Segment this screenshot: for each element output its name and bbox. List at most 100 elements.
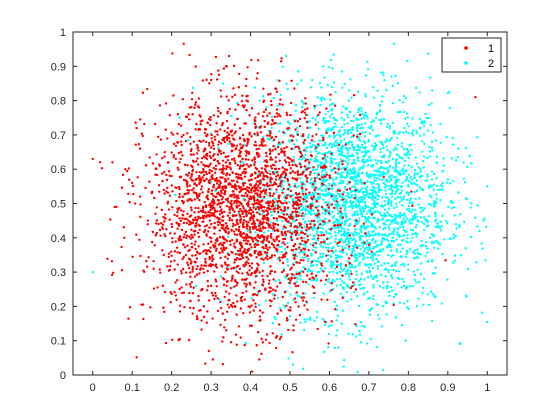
scatter-point (267, 240, 271, 243)
scatter-point (328, 176, 332, 180)
scatter-point (405, 306, 409, 309)
scatter-point (328, 290, 331, 293)
scatter-point (220, 191, 223, 195)
scatter-point (372, 283, 375, 286)
scatter-point (155, 219, 159, 222)
scatter-point (292, 147, 296, 150)
scatter-point (355, 210, 359, 213)
scatter-point (313, 319, 316, 323)
scatter-point (341, 160, 344, 163)
scatter-point (344, 221, 347, 224)
scatter-point (385, 184, 388, 188)
scatter-point (403, 215, 407, 218)
scatter-point (420, 188, 423, 191)
scatter-point (352, 200, 355, 203)
scatter-point (209, 115, 212, 119)
scatter-point (358, 244, 361, 248)
scatter-point (319, 223, 322, 226)
scatter-point (412, 217, 415, 220)
scatter-point (232, 266, 236, 269)
scatter-point (315, 233, 318, 236)
scatter-point (340, 237, 343, 241)
scatter-point (269, 150, 272, 153)
scatter-point (295, 165, 299, 168)
scatter-point (319, 134, 323, 137)
scatter-point (206, 279, 209, 283)
scatter-point (312, 140, 316, 143)
scatter-point (236, 163, 240, 167)
scatter-point (203, 147, 207, 150)
scatter-point (181, 98, 184, 101)
scatter-point (208, 257, 211, 261)
scatter-point (176, 211, 179, 214)
scatter-point (309, 170, 312, 174)
scatter-point (306, 308, 309, 311)
scatter-point (276, 204, 280, 207)
scatter-point (238, 267, 242, 271)
scatter-point (387, 268, 390, 272)
scatter-point (257, 189, 260, 192)
scatter-point (317, 234, 320, 237)
scatter-point (296, 133, 300, 136)
scatter-point (254, 275, 258, 278)
scatter-point (352, 167, 356, 170)
scatter-point (354, 227, 357, 231)
scatter-point (253, 163, 256, 167)
scatter-point (270, 269, 274, 273)
scatter-point (363, 215, 367, 219)
scatter-point (364, 206, 367, 210)
scatter-point (373, 145, 376, 149)
scatter-point (325, 231, 328, 235)
scatter-point (304, 256, 307, 259)
scatter-point (255, 293, 259, 297)
scatter-point (257, 170, 261, 173)
scatter-point (333, 167, 336, 170)
scatter-point (369, 159, 372, 162)
scatter-point (178, 337, 181, 341)
scatter-point (354, 277, 358, 281)
scatter-point (394, 217, 397, 221)
scatter-point (257, 331, 260, 334)
scatter-point (261, 137, 265, 141)
scatter-point (395, 261, 398, 264)
scatter-point (365, 185, 369, 189)
scatter-point (355, 273, 358, 276)
scatter-point (336, 256, 339, 259)
scatter-point (316, 327, 319, 331)
scatter-point (342, 190, 346, 194)
scatter-point (276, 185, 280, 188)
scatter-point (252, 299, 255, 302)
scatter-point (403, 110, 406, 114)
scatter-point (353, 211, 356, 214)
scatter-point (318, 139, 321, 142)
scatter-point (450, 199, 453, 203)
scatter-point (355, 259, 359, 262)
scatter-point (231, 185, 234, 189)
scatter-point (454, 222, 457, 226)
scatter-point (244, 285, 248, 288)
scatter-point (401, 223, 404, 226)
scatter-point (321, 157, 325, 160)
scatter-point (438, 188, 442, 191)
scatter-point (320, 241, 323, 244)
scatter-point (349, 176, 352, 179)
scatter-point (189, 237, 193, 240)
scatter-point (273, 229, 277, 232)
scatter-point (351, 244, 355, 248)
scatter-point (219, 189, 223, 193)
scatter-point (270, 103, 273, 107)
scatter-point (348, 266, 352, 269)
scatter-point (400, 255, 403, 259)
scatter-point (239, 234, 243, 238)
scatter-point (369, 210, 372, 213)
scatter-point (420, 239, 423, 243)
scatter-point (450, 157, 454, 160)
scatter-point (364, 160, 367, 164)
scatter-point (421, 291, 424, 295)
scatter-point (127, 192, 130, 196)
scatter-point (259, 251, 262, 255)
scatter-point (421, 209, 425, 212)
scatter-point (361, 160, 364, 163)
scatter-point (235, 284, 238, 287)
scatter-point (246, 140, 250, 144)
